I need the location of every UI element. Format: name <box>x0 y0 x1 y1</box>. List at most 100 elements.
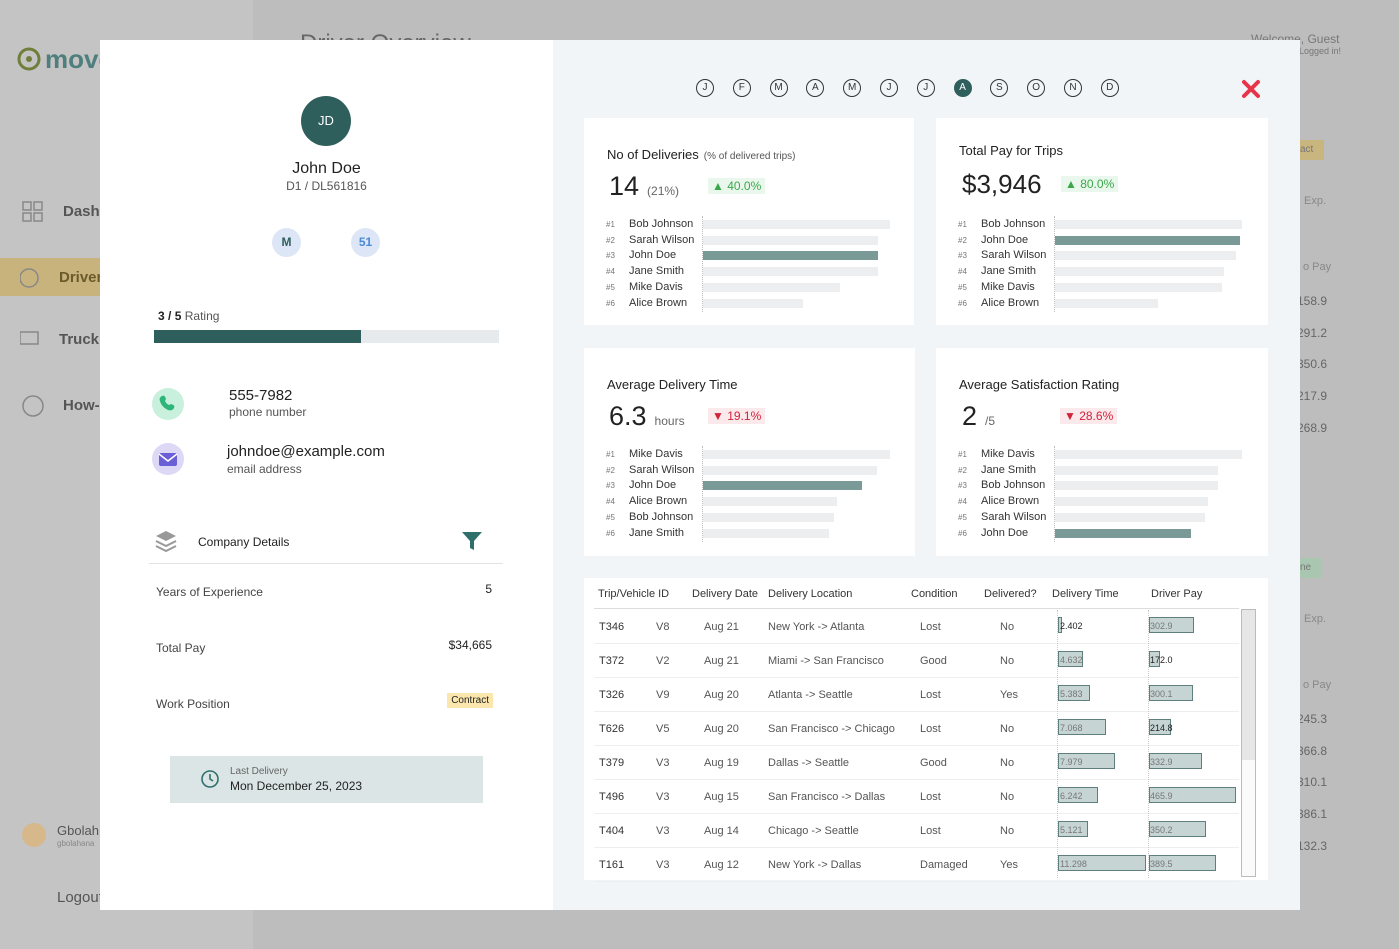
rank-bar <box>703 450 890 459</box>
rank: #5 <box>606 282 615 292</box>
header-rule <box>594 608 1239 609</box>
rank-name: John Doe <box>629 249 677 262</box>
cell-trip: T379 <box>599 757 625 769</box>
month[interactable]: S <box>990 79 1009 97</box>
rating-score: 3 <box>158 309 165 323</box>
month[interactable]: J <box>916 79 935 97</box>
rank-bar <box>1055 497 1208 507</box>
row-rule <box>594 711 1239 712</box>
rank: #1 <box>958 220 967 229</box>
rank-bar <box>703 298 803 308</box>
logo-icon <box>17 47 41 71</box>
time-bar <box>1058 685 1091 701</box>
month[interactable]: F <box>732 79 751 97</box>
layers-icon <box>155 531 177 553</box>
badge: M <box>272 228 301 257</box>
rank-bar <box>703 481 863 491</box>
cell-delivered: No <box>1000 791 1015 803</box>
phone: 555-7982 <box>229 387 293 404</box>
card-value: 14 (21%) <box>609 171 680 201</box>
rank-bar <box>703 282 841 292</box>
month[interactable]: M <box>843 79 862 97</box>
scroll-thumb[interactable] <box>1242 610 1255 760</box>
nav-item[interactable]: How- <box>63 397 100 414</box>
rank-name: Bob Johnson <box>629 218 694 230</box>
nav-item[interactable]: Dash <box>63 203 100 220</box>
month[interactable]: M <box>769 79 788 97</box>
table-header: Delivery Date <box>692 588 759 600</box>
rank-name: John Doe <box>981 233 1029 246</box>
cell-condition: Lost <box>920 791 941 803</box>
pay-label: 302.9 <box>1150 621 1173 631</box>
cell-condition: Good <box>920 655 947 667</box>
cell-trip: T326 <box>599 689 625 701</box>
rank-axis <box>702 446 703 542</box>
cell-date: Aug 20 <box>704 723 739 735</box>
table-header: Trip/Vehicle ID <box>598 588 670 600</box>
time-bar <box>1058 719 1107 735</box>
row-rule <box>594 881 1239 882</box>
month[interactable]: J <box>880 79 898 97</box>
rank: #1 <box>958 450 967 459</box>
cell-date: Aug 19 <box>704 757 739 769</box>
rank: #2 <box>606 465 615 475</box>
rank-name: Alice Brown <box>981 296 1040 309</box>
fragment: act <box>1300 140 1324 160</box>
rank-bar <box>1055 465 1219 475</box>
filter-icon[interactable] <box>461 531 483 551</box>
stat-card: Total Pay for Trips $3,946 ▲ 80.0% #1 Bob Jo… <box>936 118 1268 325</box>
rank: #5 <box>958 512 967 522</box>
month[interactable]: N <box>1064 79 1082 97</box>
fragment: Exp. <box>1304 195 1327 207</box>
cell-condition: Lost <box>920 825 941 837</box>
rank: #2 <box>606 235 615 245</box>
time-bar <box>1058 855 1146 871</box>
logout[interactable]: Logout <box>57 889 103 906</box>
time-label: 5.121 <box>1060 825 1083 835</box>
nav-item[interactable]: Truck <box>59 331 100 348</box>
pay-bar <box>1149 719 1172 735</box>
pay-label: 172.0 <box>1150 655 1173 665</box>
driver-panel: JD John Doe D1 / DL561816 M 51 3 / 5 Rat… <box>100 40 553 910</box>
cell-location: Dallas -> Seattle <box>768 757 850 769</box>
cell-vehicle: V3 <box>656 757 670 769</box>
rank-name: Alice Brown <box>629 495 688 508</box>
rank-axis <box>702 216 703 312</box>
month[interactable]: J <box>696 79 714 97</box>
rank-bar <box>1055 282 1222 292</box>
pay-bar <box>1149 753 1202 769</box>
cell-date: Aug 12 <box>704 859 739 871</box>
rank-bar <box>703 528 830 538</box>
card-change: ▲ 40.0% <box>708 178 766 194</box>
rank-name: John Doe <box>629 479 677 492</box>
card-unit: /5 <box>985 414 996 428</box>
month[interactable]: A <box>953 79 972 97</box>
last-delivery: Last Delivery Mon December 25, 2023 <box>170 756 483 803</box>
row-rule <box>594 677 1239 678</box>
pay-label: 332.9 <box>1150 757 1173 767</box>
month[interactable]: O <box>1027 79 1046 97</box>
pay-label: 465.9 <box>1150 791 1173 801</box>
time-label: 5.383 <box>1060 689 1083 699</box>
row-rule <box>594 745 1239 746</box>
rank: #5 <box>606 512 615 522</box>
pay-bar <box>1149 651 1161 667</box>
stat-card: Average Delivery Time 6.3 hours ▼ 19.1% #1 Mi… <box>584 348 915 556</box>
nav-item[interactable]: Driver <box>59 269 103 286</box>
rank-bar <box>703 497 837 507</box>
rank-name: Mike Davis <box>981 280 1035 293</box>
driver-name: John Doe <box>292 160 361 177</box>
close-button[interactable] <box>1241 79 1261 99</box>
time-label: 4.632 <box>1060 655 1083 665</box>
cell-delivered: Yes <box>1000 689 1018 701</box>
rank-name: Bob Johnson <box>981 479 1046 492</box>
card-value: 6.3 hours <box>609 401 685 431</box>
table-header: Condition <box>911 588 958 600</box>
cell-date: Aug 14 <box>704 825 739 837</box>
rank-axis <box>1054 216 1055 312</box>
card-unit: (21%) <box>647 184 680 198</box>
card-change: ▲ 80.0% <box>1061 176 1119 192</box>
month[interactable]: A <box>806 79 825 97</box>
rank: #4 <box>606 497 615 507</box>
month[interactable]: D <box>1100 79 1119 97</box>
